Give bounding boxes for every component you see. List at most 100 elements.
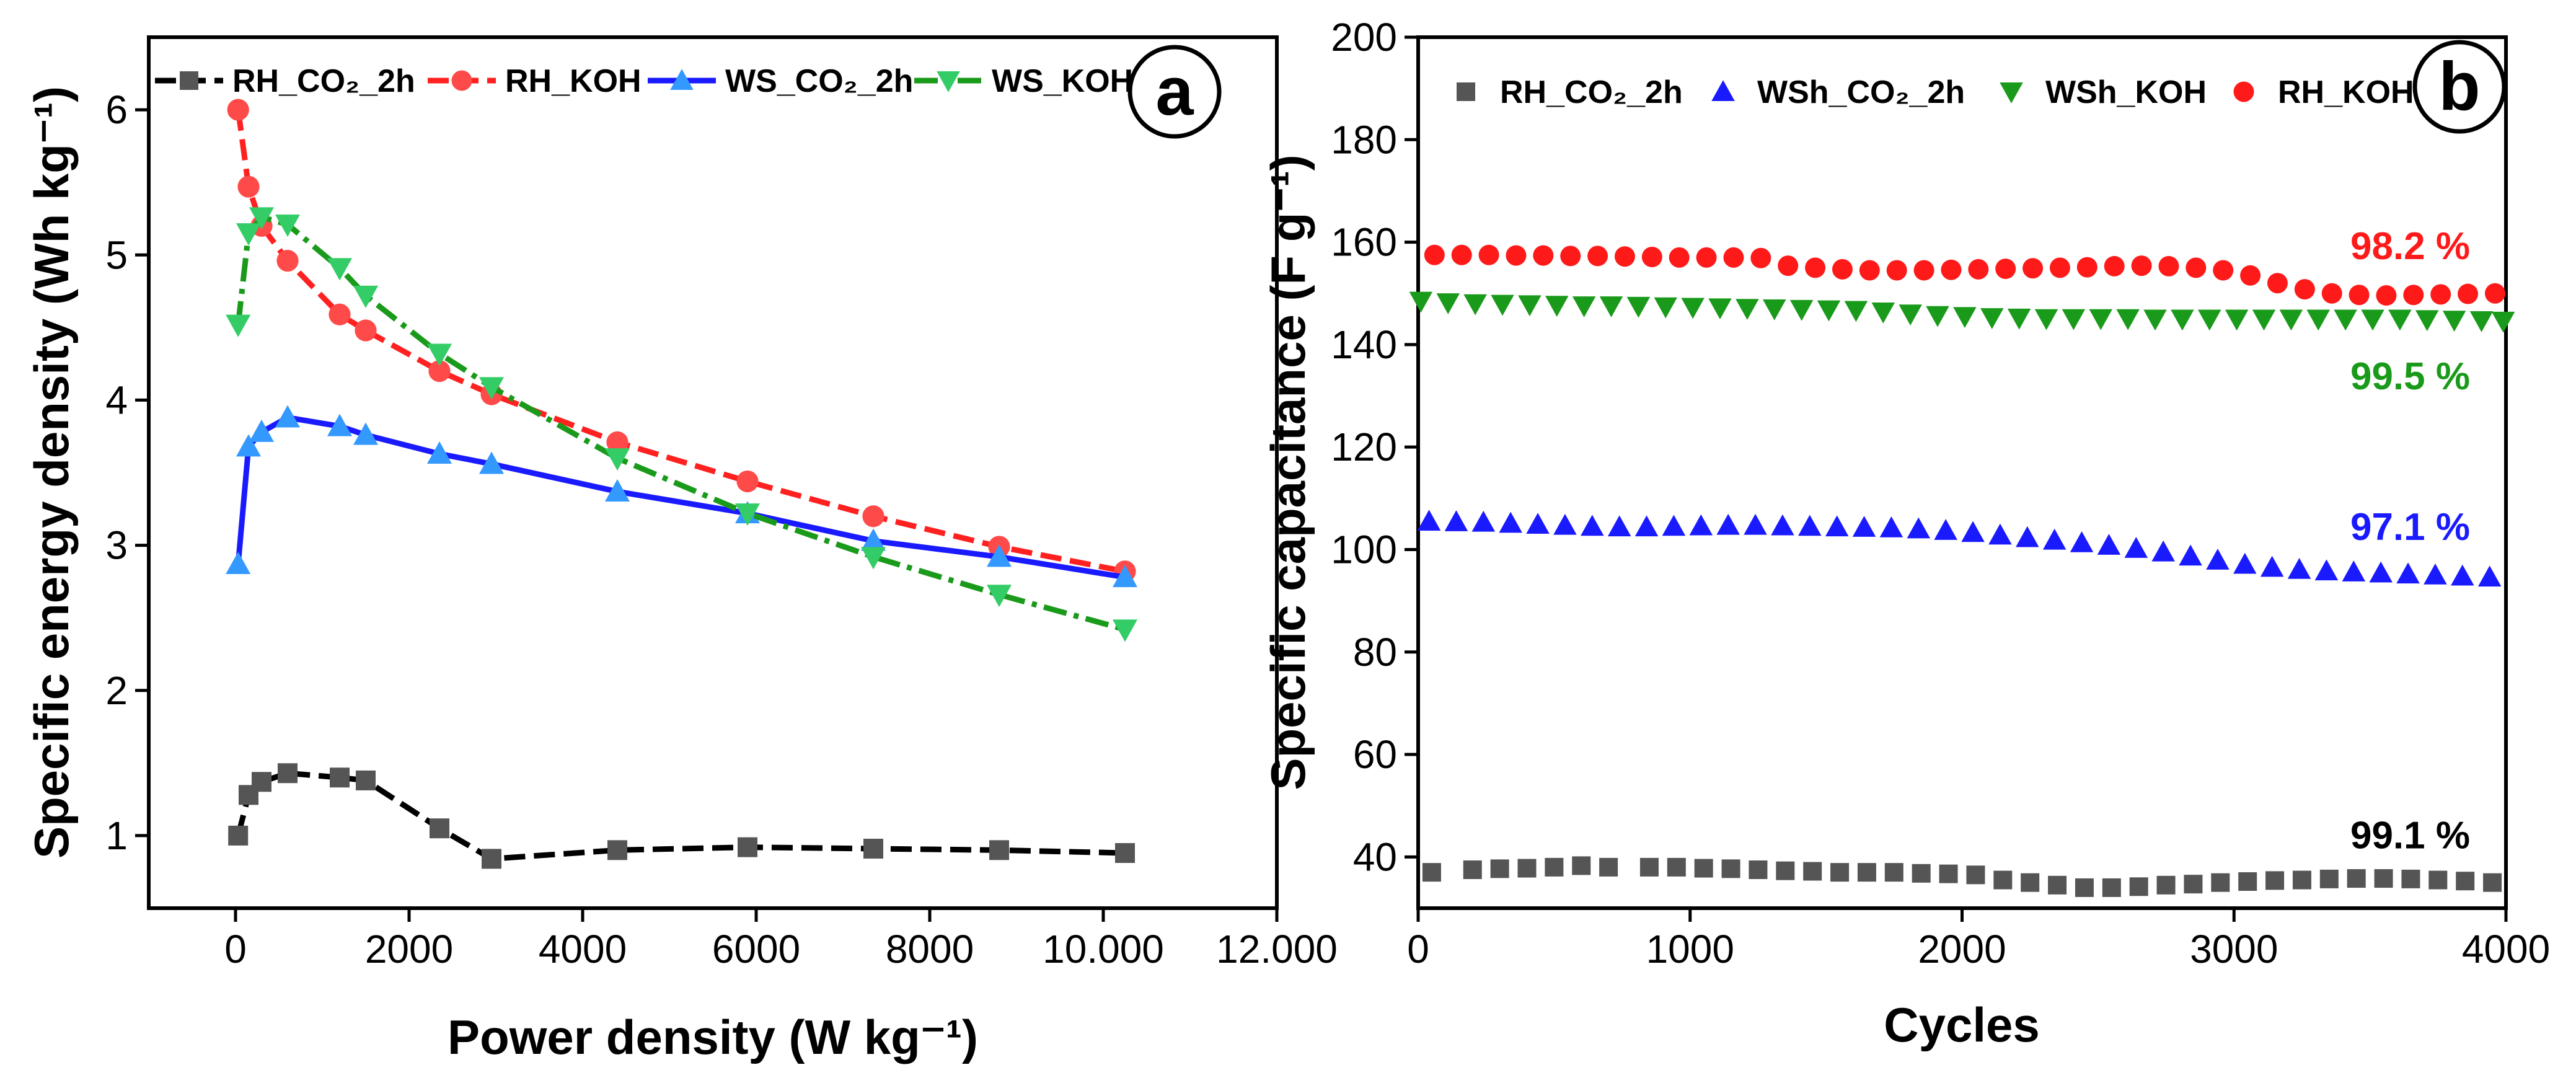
panel-b-data-point <box>1980 308 2004 329</box>
panel-a-data-point <box>353 285 378 308</box>
panel-b-data-point <box>1553 513 1577 535</box>
panel-b-data-point <box>1879 516 1903 537</box>
panel-a-x-tick-label: 0 <box>224 927 247 971</box>
panel-a-legend-marker <box>670 69 694 90</box>
panel-b-data-point <box>1993 870 2013 890</box>
panel-a-legend-item: RH_KOH <box>428 63 642 99</box>
panel-b-data-point <box>2016 526 2039 547</box>
panel-a-data-point <box>275 405 300 428</box>
panel-b-data-point <box>1966 865 1985 885</box>
panel-a-data-point <box>736 470 759 493</box>
panel-b-data-point <box>1662 515 1686 536</box>
panel-a-legend-marker <box>451 70 472 91</box>
panel-b-y-tick-label: 60 <box>1353 732 1397 777</box>
panel-b-data-point <box>1639 857 1659 877</box>
panel-b-data-point <box>2347 869 2366 888</box>
panel-a-plot-frame <box>147 35 1279 910</box>
panel-b-data-point <box>2349 285 2370 306</box>
panel-b-data-point <box>2186 257 2207 278</box>
panel-b-data-point <box>1763 299 1786 320</box>
panel-b-data-point <box>2104 255 2125 276</box>
panel-b-x-tick-label: 2000 <box>1918 927 2006 971</box>
panel-b-data-point <box>2034 309 2058 330</box>
panel-b-data-point <box>2076 257 2097 278</box>
panel-a-legend-item: WS_CO₂_2h <box>648 63 913 99</box>
panel-b-data-point <box>1641 247 1662 268</box>
panel-b-y-tick-label: 200 <box>1331 15 1397 60</box>
panel-b-data-point <box>2424 564 2447 585</box>
panel-b-data-point <box>1857 863 1876 882</box>
panel-b-legend: RH_CO₂_2h WSh_CO₂_2h WSh_KOH RH_KOH <box>1457 74 2414 110</box>
panel-b-legend-item: WSh_CO₂_2h <box>1711 74 1965 110</box>
panel-b-data-point <box>1451 244 1472 265</box>
panel-b-data-point <box>1771 514 1794 536</box>
panel-a-data-point <box>987 544 1012 567</box>
panel-a-data-point <box>607 840 627 860</box>
panel-b-data-point <box>2369 561 2393 583</box>
panel-b-data-point <box>2294 279 2315 300</box>
panel-a-data-point <box>278 763 298 784</box>
panel-a-y-tick-label: 2 <box>105 668 128 713</box>
panel-a-data-point <box>861 528 886 551</box>
panel-b-data-point <box>1694 859 1713 878</box>
panel-a-data-point <box>427 441 452 464</box>
panel-b-data-point <box>2279 309 2303 331</box>
panel-b-data-point <box>1634 515 1659 537</box>
panel-a-data-point <box>355 319 377 342</box>
panel-a-legend-label: WS_KOH <box>992 63 1133 99</box>
panel-b-y-tick-label: 140 <box>1331 322 1397 367</box>
panel-b-data-point <box>1669 247 1690 268</box>
panel-b-data-point <box>1409 291 1433 313</box>
panel-a-y-tick-label: 6 <box>105 87 128 132</box>
panel-b-data-point <box>2240 265 2261 286</box>
panel-b-data-point <box>2129 877 2148 896</box>
panel-b-legend-marker <box>1457 82 1475 101</box>
panel-b-data-point <box>2376 285 2397 306</box>
panel-b-data-point <box>1988 523 2012 545</box>
panel-a-x-tick-label: 6000 <box>712 927 800 971</box>
panel-b-data-point <box>1463 860 1482 880</box>
panel-b-data-point <box>2334 309 2357 331</box>
panel-b-data-point <box>1934 519 1957 540</box>
panel-b-x-tick-label: 4000 <box>2462 927 2550 971</box>
panel-b-data-point <box>1607 515 1631 537</box>
panel-b-data-point <box>1871 302 1895 324</box>
panel-b-data-point <box>1744 513 1767 535</box>
panel-b-data-point <box>2469 311 2494 332</box>
panel-b-data-point <box>1545 857 1564 877</box>
panel-a-data-point <box>1113 565 1137 588</box>
panel-b-data-point <box>1961 521 1985 542</box>
panel-b-data-point <box>1499 511 1522 533</box>
panel-b-data-point <box>1913 260 1934 281</box>
panel-b-data-point <box>2306 309 2331 331</box>
panel-b-data-point <box>1803 862 1822 881</box>
panel-a-data-point <box>228 825 249 846</box>
panel-b-data-point <box>1444 510 1468 531</box>
panel-a-data-point <box>226 314 251 337</box>
panel-a-data-point <box>330 767 350 788</box>
panel-b-data-point <box>1832 259 1853 280</box>
panel-b-legend-marker <box>2233 81 2254 102</box>
panel-b-retention-label-rh-koh: 98.2 % <box>2350 225 2470 268</box>
panel-b-y-tick-label: 40 <box>1353 834 1397 879</box>
panel-a-legend-marker <box>180 71 198 90</box>
panel-b-data-point <box>1689 514 1713 536</box>
panel-a-data-point <box>605 448 630 471</box>
panel-b-data-point <box>1696 247 1717 268</box>
panel-b-data-point <box>2184 875 2203 894</box>
panel-b-data-point <box>1587 245 1608 267</box>
panel-a-data-point <box>863 838 883 859</box>
panel-b-data-point <box>1490 859 1509 878</box>
panel-b-x-tick-label: 0 <box>1407 927 1429 971</box>
panel-b-data-point <box>1417 510 1441 531</box>
panel-b-data-point <box>1491 294 1514 316</box>
panel-b-data-point <box>2042 528 2067 550</box>
panel-b-data-point <box>2361 309 2384 331</box>
panel-a-y-tick-label: 3 <box>105 523 128 568</box>
panel-b-data-point <box>1422 863 1441 882</box>
panel-b-data-point <box>1424 244 1445 265</box>
panel-b-data-point <box>2458 283 2479 304</box>
panel-a-data-point <box>227 99 249 121</box>
panel-b-data-point <box>2007 308 2031 330</box>
